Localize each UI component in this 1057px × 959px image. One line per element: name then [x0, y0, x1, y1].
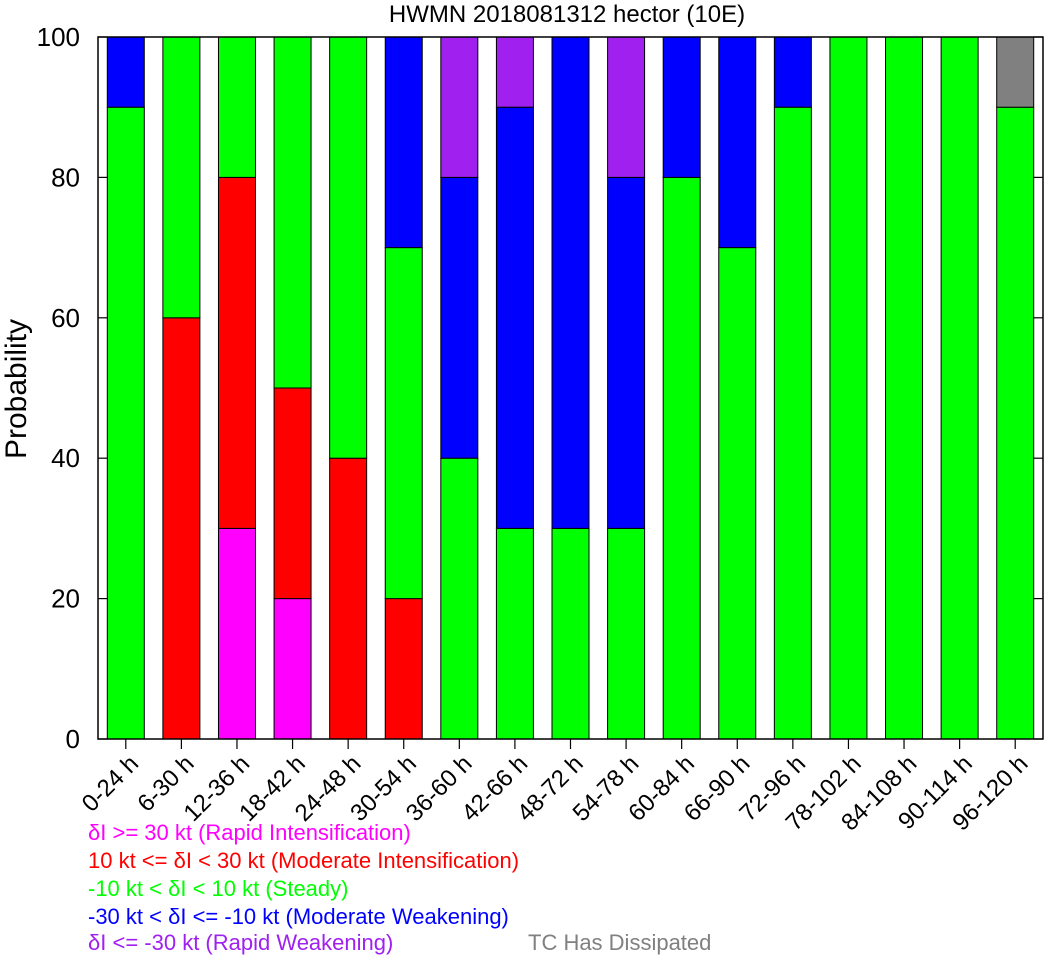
x-tick-label: 0-24 h: [77, 750, 144, 817]
bar-segment: [273, 387, 312, 600]
bar-segment: [440, 176, 479, 459]
bar-segment: [495, 36, 534, 108]
bar-segment: [718, 36, 757, 249]
bar-segment: [551, 36, 590, 529]
bar-segment: [384, 36, 423, 249]
chart-title: HWMN 2018081312 hector (10E): [389, 1, 745, 28]
bar-segment: [440, 457, 479, 740]
y-tick-label: 0: [66, 724, 80, 754]
bar-segment: [940, 36, 979, 740]
bar-segment: [662, 176, 701, 740]
bar-segment: [495, 527, 534, 740]
bar-segment: [607, 527, 646, 740]
legend-entry-dissipated: TC Has Dissipated: [528, 930, 712, 955]
y-tick-label: 100: [37, 22, 80, 52]
bar-segment: [773, 36, 812, 108]
y-tick-label: 60: [51, 303, 80, 333]
y-ticks-layer: 0 20 40 60 80 100: [37, 22, 1043, 754]
bar-segment: [106, 36, 145, 108]
y-tick-label: 80: [51, 162, 80, 192]
bar-segment: [273, 598, 312, 740]
bar-segment: [495, 106, 534, 529]
legend-entry-moderate-weakening: -30 kt < δI <= -10 kt (Moderate Weakenin…: [88, 904, 509, 929]
bar-segment: [162, 317, 201, 740]
legend-entry-rapid-intensification: δI >= 30 kt (Rapid Intensification): [88, 820, 411, 845]
bar-segment: [329, 457, 368, 740]
bar-segment: [273, 36, 312, 389]
bar-segment: [607, 176, 646, 529]
bar-segment: [384, 598, 423, 740]
bar-segment: [329, 36, 368, 459]
legend-entry-moderate-intensification: 10 kt <= δI < 30 kt (Moderate Intensific…: [88, 848, 520, 873]
bar-segment: [773, 106, 812, 740]
bar-segment: [162, 36, 201, 319]
bar-segment: [384, 247, 423, 600]
bar-segment: [829, 36, 868, 740]
y-tick-label: 40: [51, 443, 80, 473]
bar-segment: [217, 36, 256, 178]
bar-segment: [217, 176, 256, 529]
bar-segment: [217, 527, 256, 740]
y-tick-label: 20: [51, 584, 80, 614]
bar-segment: [718, 247, 757, 740]
bars-layer: [106, 36, 1035, 740]
bar-segment: [885, 36, 924, 740]
bar-segment: [662, 36, 701, 178]
bar-segment: [440, 36, 479, 178]
bar-segment: [607, 36, 646, 178]
bar-segment: [106, 106, 145, 740]
legend-entry-rapid-weakening: δI <= -30 kt (Rapid Weakening): [88, 930, 394, 955]
y-axis-label: Probability: [0, 319, 33, 459]
legend-entry-steady: -10 kt < δI < 10 kt (Steady): [88, 876, 349, 901]
bar-segment: [996, 36, 1035, 108]
bar-segment: [996, 106, 1035, 740]
bar-segment: [551, 527, 590, 740]
